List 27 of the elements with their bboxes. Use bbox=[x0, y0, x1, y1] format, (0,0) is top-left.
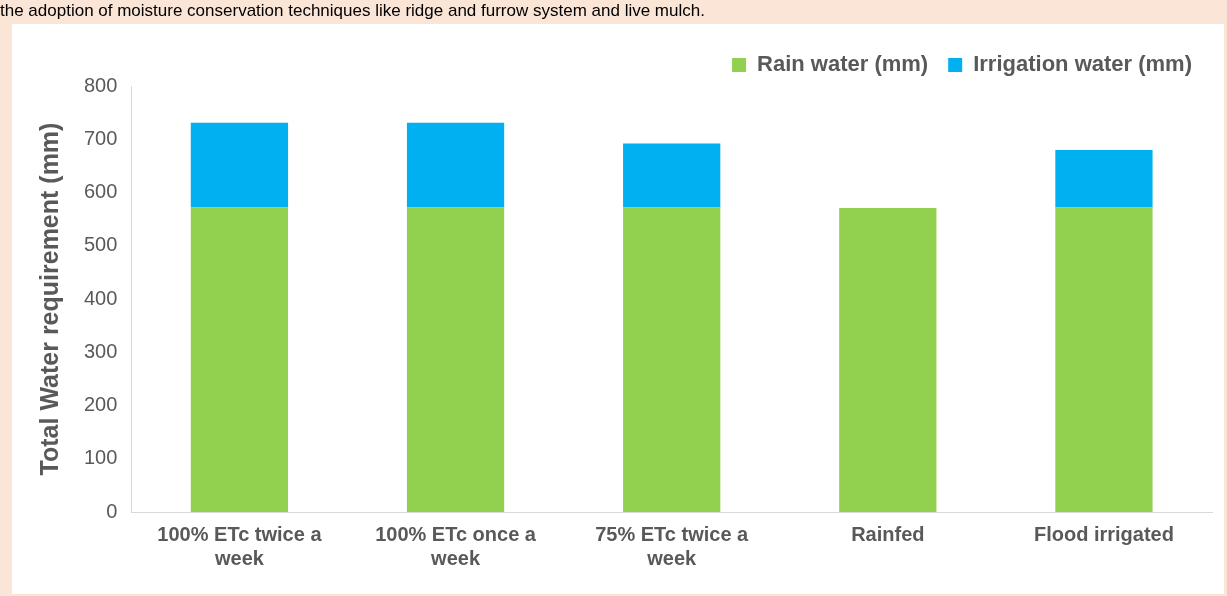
bar bbox=[406, 207, 505, 512]
bar bbox=[623, 143, 721, 208]
bar bbox=[1055, 149, 1153, 208]
y-tick-label: 700 bbox=[83, 126, 118, 149]
x-tick-label: Flood irrigated bbox=[1033, 522, 1174, 545]
bar bbox=[406, 122, 505, 208]
bar bbox=[190, 122, 289, 208]
x-tick-label: 100% ETc once a week bbox=[375, 522, 537, 569]
y-tick-label: 200 bbox=[83, 393, 118, 416]
y-tick-label: 300 bbox=[83, 339, 118, 362]
y-axis-title: Total Water requirement (mm) bbox=[34, 122, 63, 476]
legend-label: Irrigation water (mm) bbox=[973, 51, 1192, 77]
y-tick-label: 100 bbox=[83, 446, 118, 469]
x-tick-label: Rainfed bbox=[851, 522, 925, 545]
text: the adoption of moisture conservation techniques like ridge and furrow system and live mulch. bbox=[0, 1, 706, 21]
x-tick-label: 100% ETc twice a week bbox=[157, 522, 323, 569]
y-tick-label: 400 bbox=[83, 286, 118, 309]
bar bbox=[190, 207, 289, 512]
bar bbox=[1055, 207, 1153, 512]
y-tick-label: 800 bbox=[83, 73, 118, 96]
bar bbox=[839, 207, 937, 512]
y-tick-label: 0 bbox=[106, 499, 118, 522]
legend-label: Rain water (mm) bbox=[757, 51, 929, 77]
y-tick-label: 500 bbox=[83, 233, 118, 256]
x-tick-label: 75% ETc twice a week bbox=[595, 522, 750, 569]
y-tick-label: 600 bbox=[83, 180, 118, 203]
bar bbox=[623, 207, 721, 512]
